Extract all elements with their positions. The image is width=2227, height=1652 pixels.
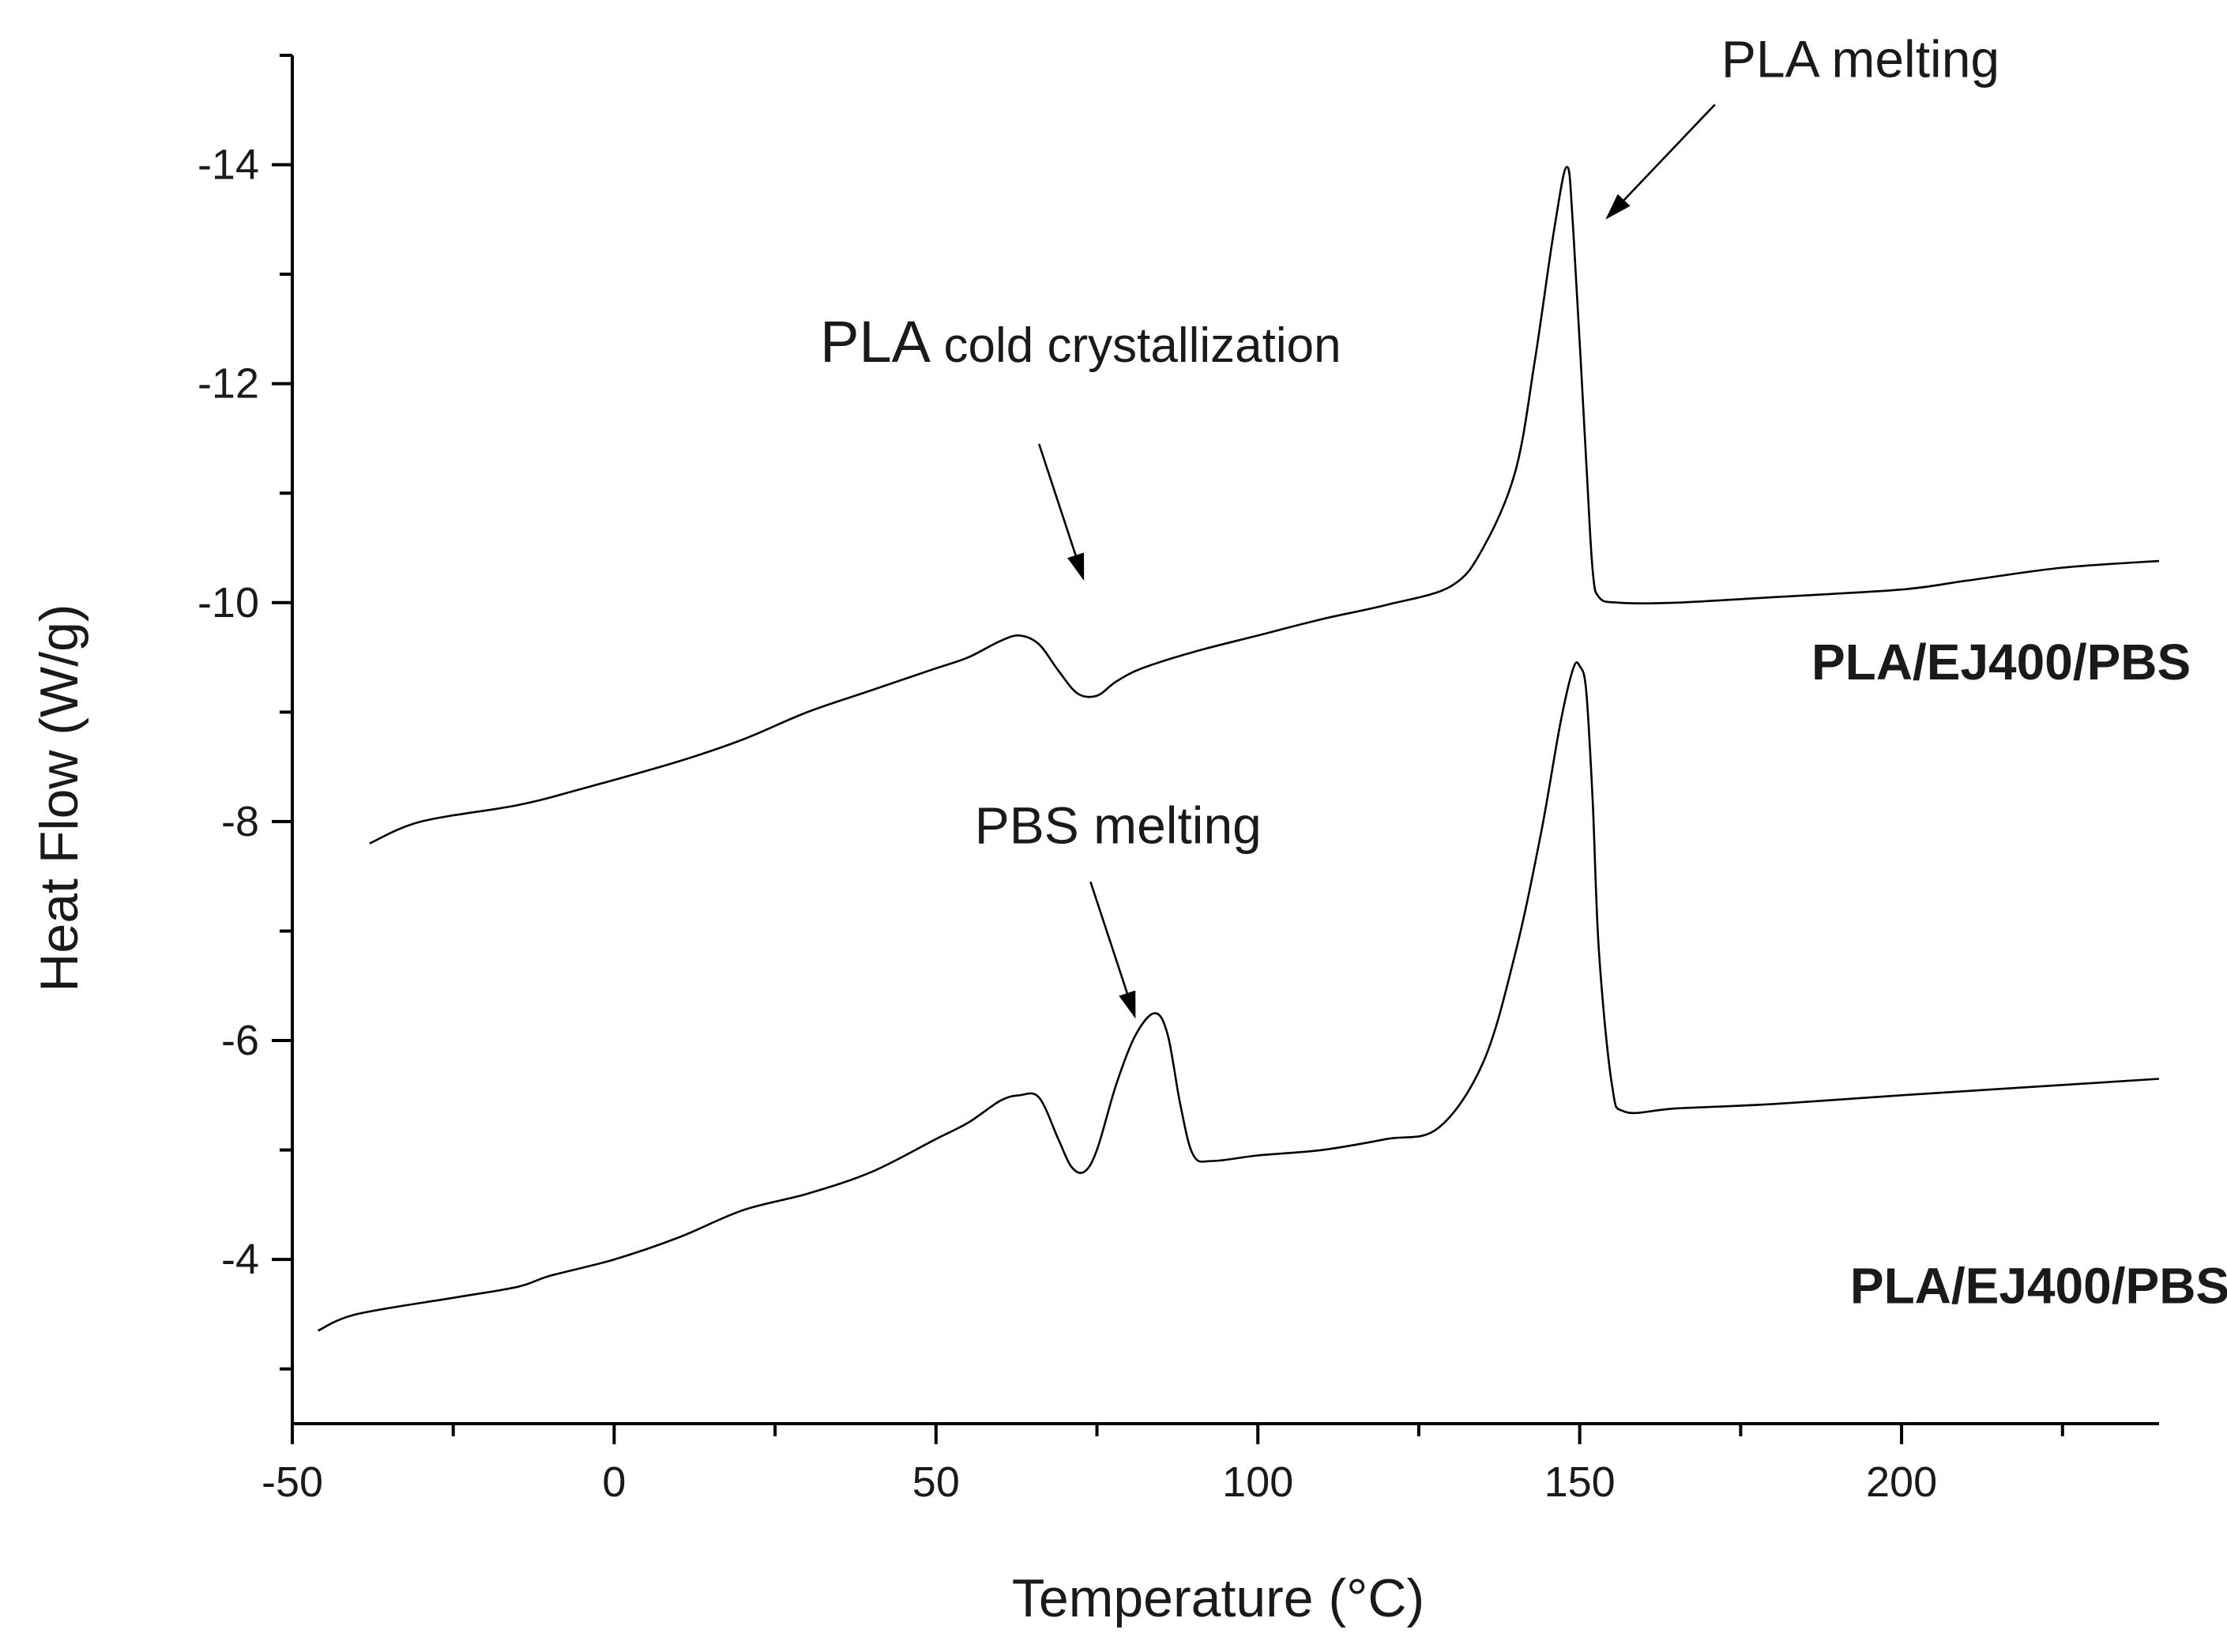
x-axis-label: Temperature (°C) <box>1012 1568 1424 1628</box>
y-tick-label: -4 <box>221 1236 259 1283</box>
annotation-texts: PLA melting PLA cold crystallization PBS m… <box>820 30 2227 1315</box>
annotation-arrow-line <box>1089 881 1129 994</box>
y-tick-label: -8 <box>221 798 259 845</box>
x-tick-label: 200 <box>1866 1458 1937 1506</box>
series-line-1 <box>369 166 2160 845</box>
annotation-arrows <box>1037 103 1716 1019</box>
annotation-arrow-line <box>1623 103 1716 201</box>
x-tick-label: 150 <box>1544 1458 1616 1506</box>
y-tick-label: -6 <box>221 1017 259 1064</box>
annotation-text: PBS melting <box>975 796 1262 855</box>
y-axis-label: Heat Flow (W/g) <box>29 604 89 992</box>
x-tick-label: 0 <box>602 1458 626 1506</box>
x-tick-label: 100 <box>1222 1458 1293 1506</box>
series-label-1: PLA/EJ400/PBS <box>1811 634 2191 691</box>
y-tick-label: -14 <box>197 141 259 189</box>
annotation-text: PLA cold crystallization <box>820 309 1341 374</box>
series-line-2 <box>318 660 2160 1332</box>
annotation-arrowhead <box>1119 990 1136 1019</box>
annotation-arrowhead <box>1605 194 1631 220</box>
series-curves <box>318 166 2160 1332</box>
x-tick-label: -50 <box>261 1458 323 1506</box>
annotation-text: PLA melting <box>1721 30 1999 88</box>
x-tick-label: 50 <box>912 1458 960 1506</box>
y-tick-label: -12 <box>197 360 259 408</box>
tick-labels: -50 0 50 100 150 200 -4 -6 -8 -10 -12 -14 <box>197 141 1937 1506</box>
annotation-arrowhead <box>1067 552 1085 581</box>
annotation-arrow-line <box>1037 443 1077 556</box>
annotation-text-small: cold crystallization <box>944 318 1341 373</box>
tick-marks <box>272 54 2064 1444</box>
annotation-text-big: PLA <box>820 309 943 374</box>
y-tick-label: -10 <box>197 579 259 627</box>
series-label-2: PLA/EJ400/PBS + 3% LAK <box>1850 1258 2227 1315</box>
